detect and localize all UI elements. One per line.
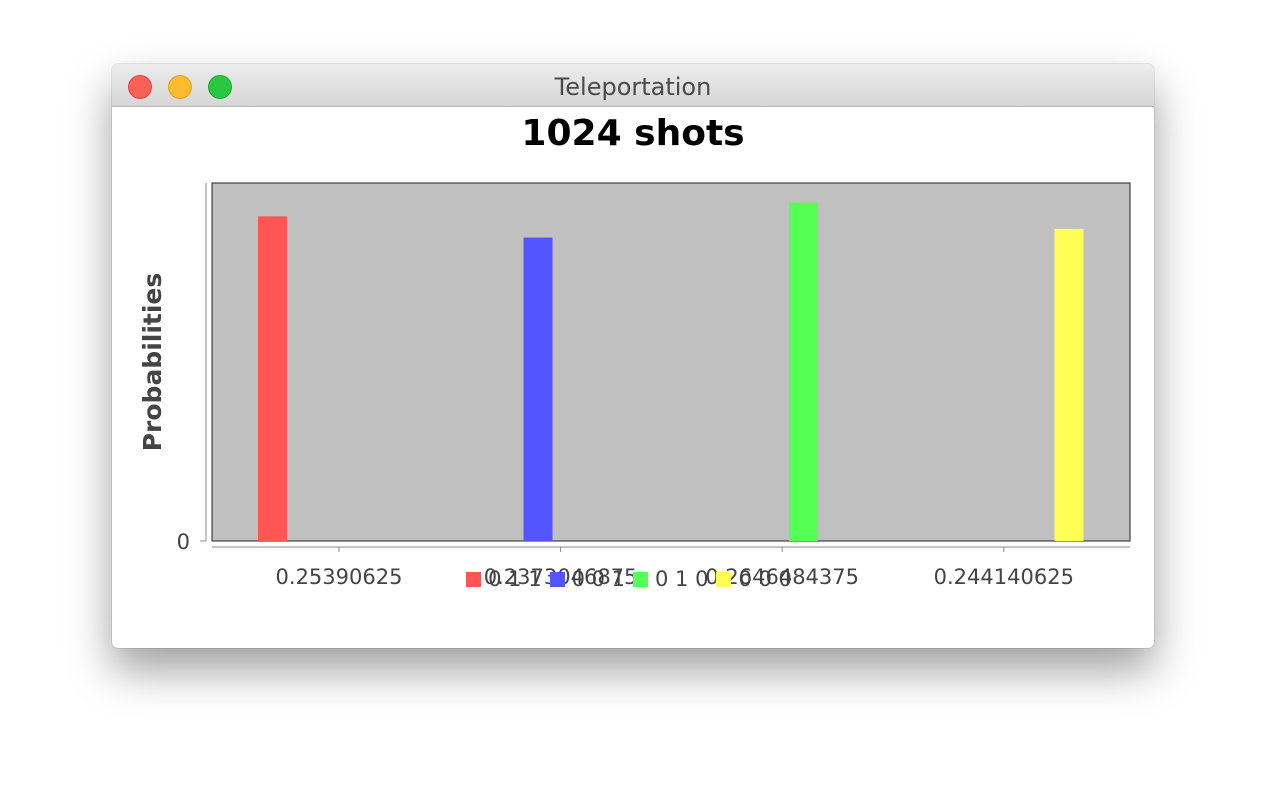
y-axis-title: Probabilities <box>138 273 167 452</box>
chart-title: 1024 shots <box>521 113 745 154</box>
legend-item: 0 1 1 <box>466 567 542 591</box>
legend-label: 0 0 0 <box>738 567 792 591</box>
close-button[interactable] <box>128 75 152 99</box>
legend-item: 0 1 0 <box>633 567 708 591</box>
legend-label: 0 0 1 <box>571 567 625 591</box>
legend-label: 0 1 0 <box>655 567 709 591</box>
y-tick-label: 0 <box>177 530 190 554</box>
x-tick-label: 0.244140625 <box>934 565 1074 589</box>
plot-background <box>211 182 1131 542</box>
minimize-button[interactable] <box>168 75 192 99</box>
window-title: Teleportation <box>554 73 712 101</box>
legend-label: 0 1 1 <box>488 567 542 591</box>
legend-swatch <box>633 571 648 587</box>
chart-legend: 0 1 1 0 0 1 0 1 0 0 0 0 <box>0 567 1266 591</box>
bar-001 <box>523 237 553 542</box>
bar-011 <box>258 216 287 541</box>
legend-item: 0 0 1 <box>549 567 625 591</box>
legend-swatch <box>466 571 482 587</box>
maximize-button[interactable] <box>208 75 232 99</box>
x-tick-label: 0.25390625 <box>276 565 403 589</box>
legend-swatch <box>716 571 732 587</box>
legend-swatch <box>549 571 565 587</box>
bar-010 <box>789 202 818 542</box>
title-bar[interactable]: Teleportation <box>112 64 1154 107</box>
bar-000 <box>1054 228 1084 542</box>
legend-item: 0 0 0 <box>716 567 792 591</box>
chart-panel: 1024 shots <box>112 107 1154 648</box>
